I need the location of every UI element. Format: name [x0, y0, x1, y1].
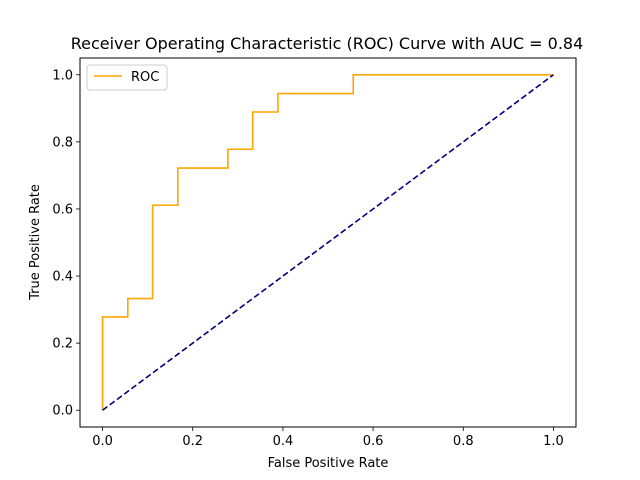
legend-box	[86, 64, 168, 91]
x-axis-label: False Positive Rate	[268, 456, 389, 471]
y-axis-ticks: 0.0 0.2 0.4 0.6 0.8 1.0	[52, 68, 80, 419]
x-tick-label: 0.4	[273, 434, 294, 449]
series-line-roc	[101, 73, 554, 411]
legend: ROC	[86, 64, 168, 91]
x-tick-label: 1.0	[543, 434, 564, 449]
y-tick-label: 0.0	[52, 404, 73, 419]
x-tick-label: 0.8	[453, 434, 474, 449]
x-axis-ticks: 0.0 0.2 0.4 0.6 0.8 1.0	[92, 427, 564, 449]
y-tick-label: 0.2	[52, 337, 73, 352]
x-tick-label: 0.2	[182, 434, 203, 449]
series-layer	[101, 73, 554, 411]
legend-label-roc: ROC	[131, 70, 159, 85]
x-tick-label: 0.6	[363, 434, 384, 449]
y-tick-label: 0.4	[52, 270, 73, 285]
diagonal-reference-line	[102, 74, 554, 411]
chart-title: Receiver Operating Characteristic (ROC) …	[71, 34, 584, 53]
x-tick-label: 0.0	[92, 434, 113, 449]
plot-area: 0.0 0.2 0.4 0.6 0.8 1.0 0.0 0.2 0.4 0.6 0.8 1.0	[52, 57, 577, 449]
y-axis-label: True Positive Rate	[28, 184, 43, 301]
axes-frame	[79, 57, 577, 428]
y-tick-label: 0.6	[52, 202, 73, 217]
y-tick-label: 0.8	[52, 135, 73, 150]
y-tick-label: 1.0	[52, 68, 73, 83]
